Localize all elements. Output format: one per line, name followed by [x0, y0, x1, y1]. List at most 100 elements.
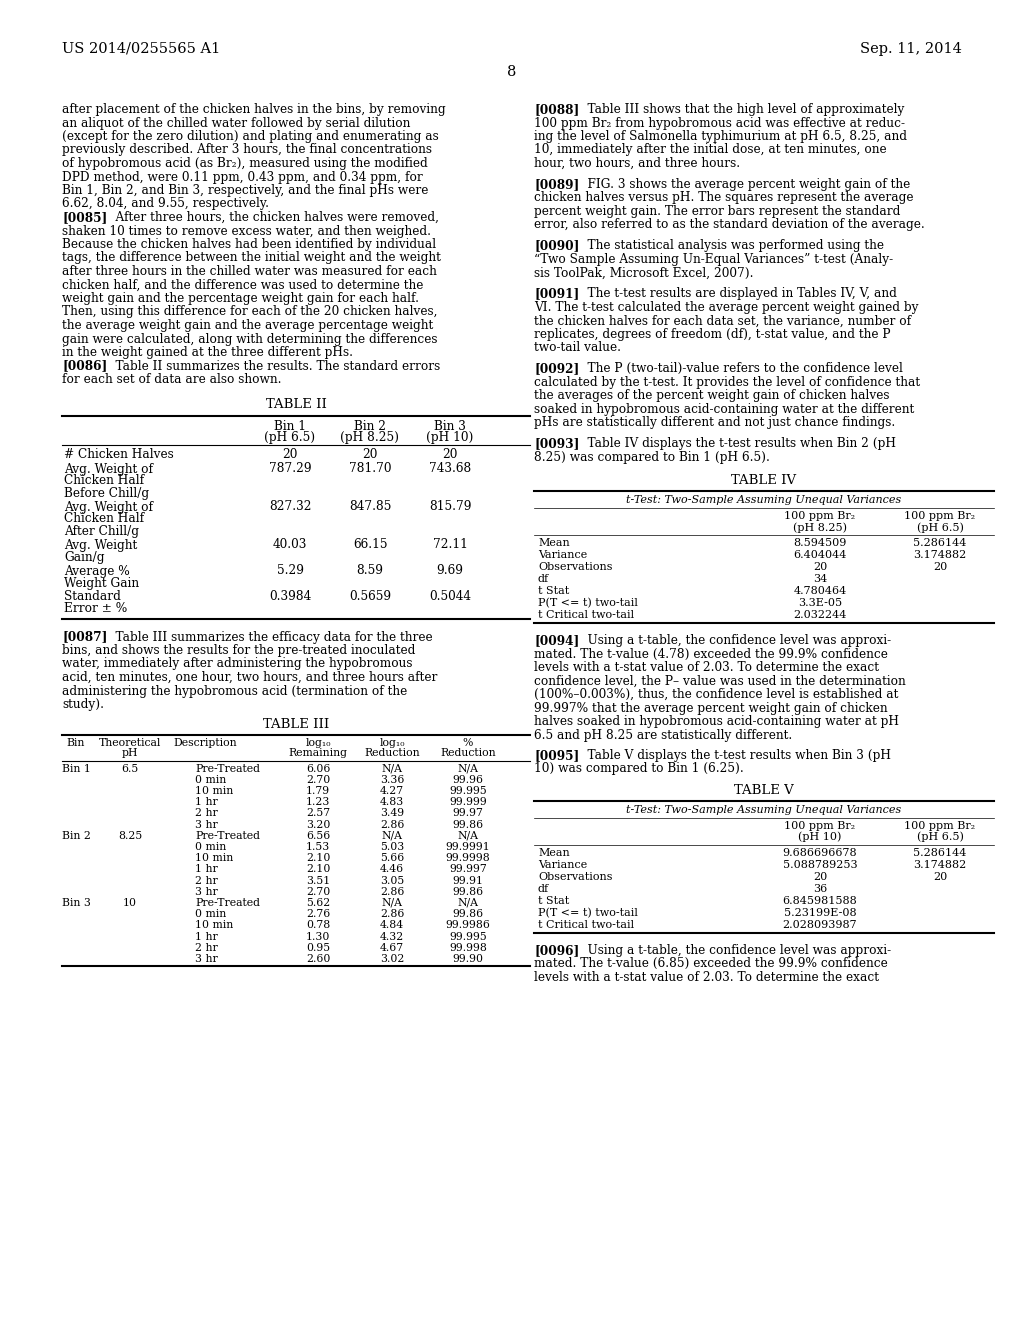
- Text: after placement of the chicken halves in the bins, by removing: after placement of the chicken halves in…: [62, 103, 445, 116]
- Text: 3.3E-05: 3.3E-05: [798, 598, 842, 609]
- Text: halves soaked in hypobromous acid-containing water at pH: halves soaked in hypobromous acid-contai…: [534, 715, 899, 729]
- Text: TABLE IV: TABLE IV: [731, 474, 797, 487]
- Text: 2.76: 2.76: [306, 909, 330, 919]
- Text: 10 min: 10 min: [195, 920, 233, 931]
- Text: Bin 1, Bin 2, and Bin 3, respectively, and the final pHs were: Bin 1, Bin 2, and Bin 3, respectively, a…: [62, 183, 428, 197]
- Text: FIG. 3 shows the average percent weight gain of the: FIG. 3 shows the average percent weight …: [572, 178, 910, 191]
- Text: chicken half, and the difference was used to determine the: chicken half, and the difference was use…: [62, 279, 423, 292]
- Text: 5.286144: 5.286144: [913, 847, 967, 858]
- Text: US 2014/0255565 A1: US 2014/0255565 A1: [62, 42, 220, 55]
- Text: 0.78: 0.78: [306, 920, 330, 931]
- Text: 36: 36: [813, 884, 827, 894]
- Text: [0092]: [0092]: [534, 362, 580, 375]
- Text: N/A: N/A: [458, 898, 478, 908]
- Text: 743.68: 743.68: [429, 462, 471, 475]
- Text: t Stat: t Stat: [538, 586, 569, 597]
- Text: confidence level, the P– value was used in the determination: confidence level, the P– value was used …: [534, 675, 906, 688]
- Text: Error ± %: Error ± %: [63, 602, 127, 615]
- Text: Bin 3: Bin 3: [61, 898, 90, 908]
- Text: (pH 10): (pH 10): [799, 832, 842, 842]
- Text: Bin 2: Bin 2: [61, 830, 90, 841]
- Text: the averages of the percent weight gain of chicken halves: the averages of the percent weight gain …: [534, 389, 890, 403]
- Text: df: df: [538, 574, 549, 585]
- Text: 99.96: 99.96: [453, 775, 483, 784]
- Text: Observations: Observations: [538, 562, 612, 572]
- Text: 1.79: 1.79: [306, 785, 330, 796]
- Text: the average weight gain and the average percentage weight: the average weight gain and the average …: [62, 319, 433, 333]
- Text: 4.84: 4.84: [380, 920, 404, 931]
- Text: the chicken halves for each data set, the variance, number of: the chicken halves for each data set, th…: [534, 314, 911, 327]
- Text: shaken 10 times to remove excess water, and then weighed.: shaken 10 times to remove excess water, …: [62, 224, 431, 238]
- Text: t Stat: t Stat: [538, 896, 569, 906]
- Text: 99.90: 99.90: [453, 954, 483, 964]
- Text: After Chill/g: After Chill/g: [63, 524, 139, 537]
- Text: 2.032244: 2.032244: [794, 610, 847, 620]
- Text: (pH 6.5): (pH 6.5): [916, 832, 964, 842]
- Text: chicken halves versus pH. The squares represent the average: chicken halves versus pH. The squares re…: [534, 191, 913, 205]
- Text: 10, immediately after the initial dose, at ten minutes, one: 10, immediately after the initial dose, …: [534, 144, 887, 157]
- Text: Table IV displays the t-test results when Bin 2 (pH: Table IV displays the t-test results whe…: [572, 437, 896, 450]
- Text: 2.86: 2.86: [380, 887, 404, 896]
- Text: 2.60: 2.60: [306, 954, 330, 964]
- Text: 0 min: 0 min: [195, 775, 226, 784]
- Text: 66.15: 66.15: [352, 539, 387, 552]
- Text: 787.29: 787.29: [268, 462, 311, 475]
- Text: administering the hypobromous acid (termination of the: administering the hypobromous acid (term…: [62, 685, 408, 697]
- Text: Because the chicken halves had been identified by individual: Because the chicken halves had been iden…: [62, 238, 436, 251]
- Text: [0088]: [0088]: [534, 103, 580, 116]
- Text: 100 ppm Br₂: 100 ppm Br₂: [904, 511, 976, 521]
- Text: df: df: [538, 884, 549, 894]
- Text: Before Chill/g: Before Chill/g: [63, 487, 150, 499]
- Text: VI. The t-test calculated the average percent weight gained by: VI. The t-test calculated the average pe…: [534, 301, 919, 314]
- Text: Mean: Mean: [538, 539, 569, 548]
- Text: 8: 8: [507, 65, 517, 79]
- Text: 100 ppm Br₂: 100 ppm Br₂: [904, 821, 976, 830]
- Text: calculated by the t-test. It provides the level of confidence that: calculated by the t-test. It provides th…: [534, 376, 921, 388]
- Text: sis ToolPak, Microsoft Excel, 2007).: sis ToolPak, Microsoft Excel, 2007).: [534, 267, 754, 280]
- Text: 6.404044: 6.404044: [794, 550, 847, 560]
- Text: Variance: Variance: [538, 859, 587, 870]
- Text: [0095]: [0095]: [534, 748, 580, 762]
- Text: 827.32: 827.32: [268, 500, 311, 513]
- Text: 0.95: 0.95: [306, 942, 330, 953]
- Text: Pre-Treated: Pre-Treated: [195, 898, 260, 908]
- Text: [0086]: [0086]: [62, 359, 108, 372]
- Text: 8.59: 8.59: [356, 565, 384, 578]
- Text: (pH 6.5): (pH 6.5): [264, 432, 315, 445]
- Text: 1 hr: 1 hr: [195, 865, 218, 874]
- Text: Bin 1: Bin 1: [61, 763, 90, 774]
- Text: 0.5044: 0.5044: [429, 590, 471, 603]
- Text: Avg. Weight of: Avg. Weight of: [63, 462, 153, 475]
- Text: 99.995: 99.995: [450, 785, 486, 796]
- Text: 815.79: 815.79: [429, 500, 471, 513]
- Text: 2.028093987: 2.028093987: [782, 920, 857, 929]
- Text: 6.845981588: 6.845981588: [782, 896, 857, 906]
- Text: “Two Sample Assuming Un-Equal Variances” t-test (Analy-: “Two Sample Assuming Un-Equal Variances”…: [534, 253, 893, 265]
- Text: pHs are statistically different and not just chance findings.: pHs are statistically different and not …: [534, 416, 895, 429]
- Text: (pH 8.25): (pH 8.25): [793, 523, 847, 533]
- Text: study).: study).: [62, 698, 104, 711]
- Text: [0089]: [0089]: [534, 178, 580, 191]
- Text: 99.995: 99.995: [450, 932, 486, 941]
- Text: Using a t-table, the confidence level was approxi-: Using a t-table, the confidence level wa…: [572, 944, 891, 957]
- Text: TABLE V: TABLE V: [734, 784, 794, 797]
- Text: (pH 10): (pH 10): [426, 432, 474, 445]
- Text: [0096]: [0096]: [534, 944, 580, 957]
- Text: hour, two hours, and three hours.: hour, two hours, and three hours.: [534, 157, 740, 170]
- Text: percent weight gain. The error bars represent the standard: percent weight gain. The error bars repr…: [534, 205, 900, 218]
- Text: soaked in hypobromous acid-containing water at the different: soaked in hypobromous acid-containing wa…: [534, 403, 914, 416]
- Text: 99.997: 99.997: [450, 865, 486, 874]
- Text: 5.23199E-08: 5.23199E-08: [783, 908, 856, 917]
- Text: 0 min: 0 min: [195, 909, 226, 919]
- Text: N/A: N/A: [382, 898, 402, 908]
- Text: Variance: Variance: [538, 550, 587, 560]
- Text: 8.25) was compared to Bin 1 (pH 6.5).: 8.25) was compared to Bin 1 (pH 6.5).: [534, 450, 770, 463]
- Text: Table III summarizes the efficacy data for the three: Table III summarizes the efficacy data f…: [100, 631, 432, 644]
- Text: Average %: Average %: [63, 565, 130, 578]
- Text: 1.23: 1.23: [306, 797, 330, 807]
- Text: 3.174882: 3.174882: [913, 859, 967, 870]
- Text: 20: 20: [362, 449, 378, 462]
- Text: Sep. 11, 2014: Sep. 11, 2014: [860, 42, 962, 55]
- Text: TABLE III: TABLE III: [263, 718, 329, 730]
- Text: N/A: N/A: [458, 830, 478, 841]
